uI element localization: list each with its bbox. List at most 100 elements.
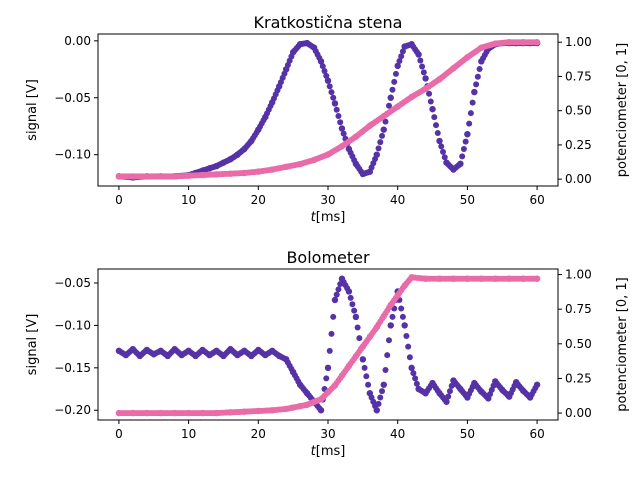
data-point xyxy=(337,119,343,125)
y-right-tick-label: 0.25 xyxy=(565,138,592,152)
x-axis-label: t[ms] xyxy=(311,210,346,225)
chart-panel-1: 0 10 20 30 40 50 60−0.10−0.050.000.000.250.500… xyxy=(25,13,630,225)
plot-frame xyxy=(98,34,558,186)
data-point xyxy=(468,110,474,116)
data-point xyxy=(335,113,341,119)
x-tick-label: 60 xyxy=(529,427,544,441)
data-point xyxy=(400,314,406,320)
data-point xyxy=(318,407,324,413)
data-point xyxy=(381,382,387,388)
x-tick-label: 10 xyxy=(181,427,196,441)
x-tick-label: 50 xyxy=(460,427,475,441)
data-point xyxy=(349,301,355,307)
data-point xyxy=(398,305,404,311)
series-signal xyxy=(116,40,541,181)
data-point xyxy=(534,276,540,282)
data-point xyxy=(534,39,540,45)
data-point xyxy=(363,373,369,379)
data-point xyxy=(346,288,352,294)
x-tick-label: 40 xyxy=(390,427,405,441)
data-point xyxy=(351,308,357,314)
x-tick-label: 20 xyxy=(251,427,266,441)
y-right-tick-label: 0.25 xyxy=(565,371,592,385)
data-point xyxy=(534,382,540,388)
series-potenciometer xyxy=(116,39,541,180)
y-right-axis-label: potenciometer [0, 1] xyxy=(615,43,630,177)
x-axis-label: t[ms] xyxy=(311,444,346,459)
data-point xyxy=(330,95,336,101)
data-point xyxy=(461,146,467,152)
data-point xyxy=(377,395,383,401)
data-point xyxy=(403,333,409,339)
data-point xyxy=(431,114,437,120)
y-right-tick-label: 1.00 xyxy=(565,35,592,49)
data-point xyxy=(379,133,385,139)
data-point xyxy=(417,57,423,63)
data-point xyxy=(384,352,390,358)
x-tick-label: 50 xyxy=(460,193,475,207)
data-point xyxy=(437,138,443,144)
data-point xyxy=(473,81,479,87)
data-point xyxy=(430,106,436,112)
y-right-tick-label: 0.50 xyxy=(565,337,592,351)
y-left-tick-label: −0.15 xyxy=(54,361,91,375)
data-point xyxy=(423,75,429,81)
x-tick-label: 30 xyxy=(320,427,335,441)
data-point xyxy=(457,161,463,167)
x-tick-label: 20 xyxy=(251,193,266,207)
data-point xyxy=(325,78,331,84)
data-point xyxy=(327,83,333,89)
data-point xyxy=(381,127,387,133)
y-right-tick-label: 1.00 xyxy=(565,268,592,282)
data-point xyxy=(459,153,465,159)
data-point xyxy=(362,365,368,371)
data-point xyxy=(341,131,347,137)
data-point xyxy=(389,87,395,93)
data-point xyxy=(365,382,371,388)
data-point xyxy=(332,100,338,106)
data-point xyxy=(360,356,366,362)
data-point xyxy=(402,322,408,328)
data-point xyxy=(410,370,416,376)
data-point xyxy=(443,399,449,405)
x-tick-label: 40 xyxy=(390,193,405,207)
x-tick-label: 0 xyxy=(115,427,123,441)
data-point xyxy=(325,365,331,371)
y-left-axis-label: signal [V] xyxy=(25,79,40,141)
y-left-tick-label: −0.20 xyxy=(54,403,91,417)
data-point xyxy=(376,401,382,407)
data-point xyxy=(409,365,415,371)
data-point xyxy=(334,292,340,298)
data-point xyxy=(470,100,476,106)
data-point xyxy=(328,331,334,337)
y-right-axis-label: potenciometer [0, 1] xyxy=(615,277,630,411)
data-point xyxy=(335,286,341,292)
data-point xyxy=(374,152,380,158)
data-point xyxy=(426,91,432,97)
data-point xyxy=(323,375,329,381)
data-point xyxy=(435,130,441,136)
data-point xyxy=(466,121,472,127)
data-point xyxy=(416,51,422,57)
data-point xyxy=(428,98,434,104)
chart-title: Bolometer xyxy=(286,248,370,267)
y-left-axis-label: signal [V] xyxy=(25,314,40,376)
data-point xyxy=(355,325,361,331)
data-point xyxy=(353,314,359,320)
data-point xyxy=(383,367,389,373)
data-point xyxy=(388,95,394,101)
data-point xyxy=(464,131,470,137)
chart-panel-2: 0 10 20 30 40 50 60 −0.20 −0.15 −0.10 −0.05 0.00 0.2… xyxy=(25,248,630,459)
y-right-tick-label: 0.50 xyxy=(565,104,592,118)
y-left-tick-label: −0.10 xyxy=(54,148,91,162)
data-point xyxy=(339,126,345,132)
x-tick-label: 10 xyxy=(181,193,196,207)
data-point xyxy=(327,348,333,354)
y-right-tick-label: 0.75 xyxy=(565,69,592,83)
y-right-tick-label: 0.00 xyxy=(565,406,592,420)
data-point xyxy=(440,149,446,155)
y-right-tick-label: 0.00 xyxy=(565,172,592,186)
x-tick-label: 30 xyxy=(320,193,335,207)
data-point xyxy=(386,337,392,343)
